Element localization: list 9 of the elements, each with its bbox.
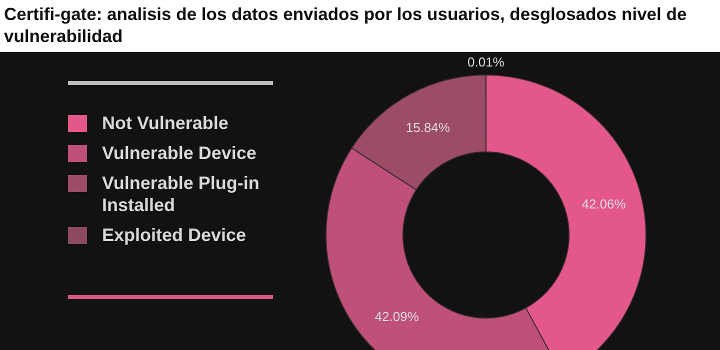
data-label: 15.84% bbox=[406, 120, 450, 135]
data-label: 0.01% bbox=[468, 54, 505, 70]
data-label: 42.06% bbox=[582, 196, 626, 212]
chart-title: Certifi-gate: analisis de los datos enviados por los usuarios, desglosados nivel de vulnerabilidad bbox=[0, 0, 720, 52]
legend-label: Not Vulnerable bbox=[102, 112, 228, 134]
legend-label: Vulnerable Device bbox=[102, 142, 256, 164]
legend-label: Exploited Device bbox=[102, 224, 246, 246]
legend-label: Vulnerable Plug-in Installed bbox=[102, 172, 260, 216]
data-label: 42.09% bbox=[374, 309, 420, 324]
